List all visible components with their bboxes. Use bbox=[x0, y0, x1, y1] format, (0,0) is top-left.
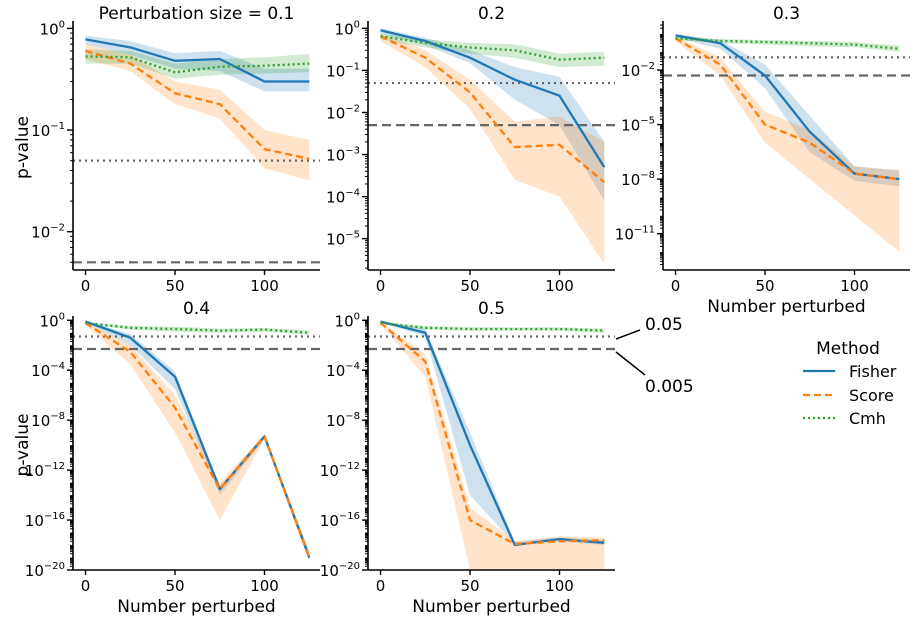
series-line-fisher bbox=[380, 320, 605, 547]
series-line-score bbox=[85, 49, 310, 161]
y-tick-label: 10−12 bbox=[25, 461, 65, 480]
x-tick-label: 50 bbox=[165, 577, 184, 595]
y-tick-label: 10−20 bbox=[320, 561, 360, 580]
y-tick-label: 10−20 bbox=[25, 561, 65, 580]
threshold-annotations: 0.05 0.005 bbox=[615, 315, 694, 397]
y-axis-label: p-value bbox=[13, 116, 33, 179]
ci-band-score bbox=[380, 321, 605, 570]
x-tick-label: 50 bbox=[755, 277, 774, 295]
plot-area bbox=[368, 320, 615, 570]
plot-area bbox=[73, 320, 320, 562]
annotation-leader-upper bbox=[615, 329, 641, 340]
x-tick-label: 100 bbox=[250, 277, 279, 295]
y-tick-label: 10−1 bbox=[326, 61, 360, 80]
y-tick-label: 10−3 bbox=[326, 146, 360, 165]
annotation-0.005: 0.005 bbox=[645, 377, 694, 397]
panel-title: 0.3 bbox=[773, 4, 800, 24]
legend-label-score: Score bbox=[849, 386, 894, 405]
plot-area bbox=[663, 34, 910, 252]
x-tick-label: 0 bbox=[81, 277, 91, 295]
y-tick-label: 10−8 bbox=[326, 411, 360, 430]
legend-title: Method bbox=[816, 339, 880, 359]
x-tick-label: 0 bbox=[376, 577, 386, 595]
x-tick-label: 0 bbox=[81, 577, 91, 595]
ci-band-fisher bbox=[380, 320, 605, 545]
legend-label-cmh: Cmh bbox=[849, 409, 886, 428]
y-tick-label: 10−12 bbox=[320, 461, 360, 480]
x-tick-label: 50 bbox=[460, 277, 479, 295]
x-tick-label: 100 bbox=[545, 577, 574, 595]
y-tick-label: 10−2 bbox=[621, 61, 655, 80]
ci-band-score bbox=[85, 44, 310, 181]
ci-band-cmh bbox=[380, 33, 605, 68]
y-tick-label: 10−8 bbox=[31, 411, 65, 430]
x-tick-label: 100 bbox=[250, 577, 279, 595]
legend: Method Fisher Score Cmh bbox=[803, 339, 897, 428]
ci-band-score bbox=[85, 321, 310, 562]
x-tick-label: 100 bbox=[545, 277, 574, 295]
y-tick-label: 10−8 bbox=[621, 170, 655, 189]
plot-area bbox=[73, 35, 320, 264]
y-tick-label: 10−11 bbox=[615, 225, 655, 244]
legend-label-fisher: Fisher bbox=[849, 362, 897, 381]
y-tick-label: 10−5 bbox=[621, 116, 655, 135]
series-line-score bbox=[380, 35, 606, 184]
x-axis-label: Number perturbed bbox=[412, 597, 570, 617]
ci-band-score bbox=[675, 36, 900, 252]
series-line-cmh bbox=[85, 321, 310, 334]
y-tick-label: 100 bbox=[40, 19, 65, 38]
series-line-cmh bbox=[675, 37, 900, 50]
series-line-score bbox=[379, 321, 605, 546]
y-tick-label: 10−4 bbox=[326, 188, 360, 207]
panel-3: 10−2 10−5 10−8 10−11 0 50 100 0.3 Number perturb… bbox=[615, 4, 910, 317]
y-tick-label: 100 bbox=[335, 311, 360, 330]
y-tick-label: 100 bbox=[335, 19, 360, 38]
ci-band-fisher bbox=[380, 28, 605, 201]
x-axis-label: Number perturbed bbox=[707, 297, 865, 317]
ci-band-cmh bbox=[85, 49, 310, 79]
x-tick-label: 0 bbox=[671, 277, 681, 295]
panel-5: 100 10−4 10−8 10−12 10−16 10−20 0 50 100 0.5 Numbe… bbox=[320, 299, 615, 617]
x-tick-label: 0 bbox=[376, 277, 386, 295]
y-tick-label: 10−1 bbox=[31, 121, 65, 140]
plot-area bbox=[368, 28, 615, 264]
panel-title: Perturbation size = 0.1 bbox=[99, 4, 295, 24]
panel-2: 100 10−1 10−2 10−3 10−4 10−5 0 50 100 0.2 bbox=[326, 4, 615, 295]
y-tick-label: 10−16 bbox=[25, 511, 65, 530]
series-line-score bbox=[84, 322, 311, 558]
x-tick-label: 100 bbox=[840, 277, 869, 295]
x-tick-label: 50 bbox=[165, 277, 184, 295]
y-tick-label: 10−2 bbox=[31, 223, 65, 242]
series-line-fisher bbox=[85, 38, 310, 83]
x-axis-label: Number perturbed bbox=[117, 597, 275, 617]
panel-4: 100 10−4 10−8 10−12 10−16 10−20 0 50 100 0.4 p-val… bbox=[13, 299, 320, 617]
ci-band-fisher bbox=[85, 320, 310, 562]
y-tick-label: 10−16 bbox=[320, 511, 360, 530]
y-tick-label: 10−4 bbox=[326, 361, 360, 380]
y-axis-label: p-value bbox=[13, 414, 33, 477]
ci-band-cmh bbox=[380, 322, 605, 333]
ci-band-score bbox=[380, 33, 605, 264]
x-tick-label: 50 bbox=[460, 577, 479, 595]
y-tick-label: 100 bbox=[40, 311, 65, 330]
panel-1: 100 10−1 10−2 0 50 100 Perturbation size = 0.1… bbox=[13, 4, 320, 295]
series-line-cmh bbox=[380, 321, 605, 332]
panel-title: 0.5 bbox=[478, 299, 505, 319]
panel-title: 0.2 bbox=[478, 4, 505, 24]
series-line-score bbox=[674, 37, 900, 181]
ci-band-fisher bbox=[675, 34, 900, 187]
annotation-0.05: 0.05 bbox=[645, 315, 683, 335]
series-line-fisher bbox=[380, 29, 606, 168]
panel-title: 0.4 bbox=[183, 299, 210, 319]
y-tick-label: 10−4 bbox=[31, 361, 65, 380]
annotation-leader-lower bbox=[615, 351, 646, 376]
ci-band-cmh bbox=[85, 322, 310, 335]
y-tick-label: 10−2 bbox=[326, 103, 360, 122]
y-tick-label: 10−5 bbox=[326, 230, 360, 249]
